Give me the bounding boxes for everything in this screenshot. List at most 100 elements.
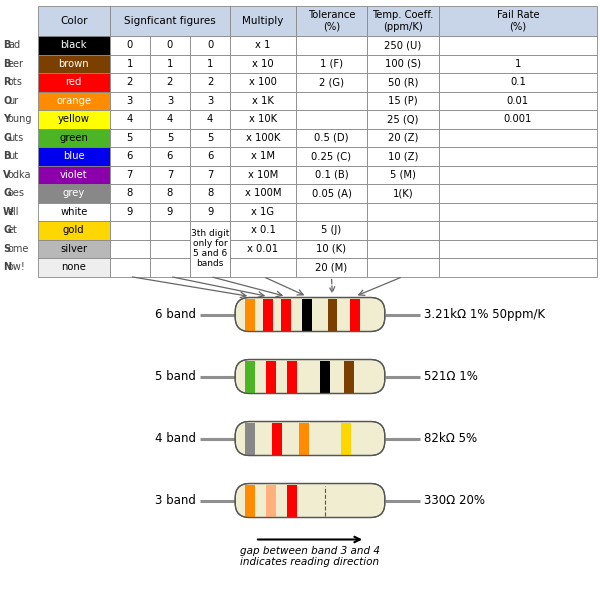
Bar <box>230 110 296 129</box>
Text: Signficant figures: Signficant figures <box>124 16 216 26</box>
Text: V: V <box>3 170 11 180</box>
Text: 0.01: 0.01 <box>507 96 529 106</box>
Text: B: B <box>3 40 10 50</box>
Bar <box>110 36 150 54</box>
Text: x 0.01: x 0.01 <box>247 244 278 254</box>
Text: red: red <box>65 77 82 87</box>
Bar <box>439 240 597 258</box>
Bar <box>296 73 367 91</box>
Text: green: green <box>59 133 88 143</box>
Text: 1 (F): 1 (F) <box>320 59 343 69</box>
Text: 4: 4 <box>127 114 133 124</box>
Text: 3.21kΩ 1% 50ppm/K: 3.21kΩ 1% 50ppm/K <box>424 308 545 321</box>
Bar <box>287 484 297 516</box>
Text: odka: odka <box>8 170 32 180</box>
Text: 0: 0 <box>207 40 213 50</box>
Bar <box>281 299 291 330</box>
Text: 9: 9 <box>167 206 173 217</box>
Bar <box>367 166 439 184</box>
Text: 5 band: 5 band <box>155 370 196 383</box>
Text: 1(K): 1(K) <box>393 188 413 198</box>
Text: 9: 9 <box>207 206 214 217</box>
Bar <box>110 258 150 277</box>
Text: x 1: x 1 <box>256 40 271 50</box>
Text: R: R <box>3 77 11 87</box>
Bar <box>230 147 296 166</box>
Bar <box>439 110 597 129</box>
Text: Temp. Coeff.
(ppm/K): Temp. Coeff. (ppm/K) <box>373 11 434 32</box>
FancyBboxPatch shape <box>235 421 385 455</box>
Bar <box>439 166 597 184</box>
Text: et: et <box>8 225 18 235</box>
FancyBboxPatch shape <box>235 359 385 394</box>
Text: 3: 3 <box>207 96 213 106</box>
Text: 25 (Q): 25 (Q) <box>388 114 419 124</box>
Bar <box>230 166 296 184</box>
Text: 5: 5 <box>207 133 214 143</box>
Text: 82kΩ 5%: 82kΩ 5% <box>424 432 477 445</box>
Text: uts: uts <box>8 133 23 143</box>
FancyBboxPatch shape <box>235 297 385 332</box>
Bar <box>439 73 597 91</box>
Bar <box>150 184 190 202</box>
Bar <box>38 147 110 166</box>
Text: G: G <box>3 133 11 143</box>
Bar <box>263 299 273 330</box>
Bar <box>110 147 150 166</box>
Text: 7: 7 <box>167 170 173 180</box>
Bar <box>110 240 150 258</box>
Text: x 10: x 10 <box>252 59 274 69</box>
Bar <box>367 258 439 277</box>
Text: yellow: yellow <box>58 114 90 124</box>
Bar <box>245 484 255 516</box>
Text: oes: oes <box>8 188 25 198</box>
Bar <box>38 166 110 184</box>
Text: 1: 1 <box>207 59 214 69</box>
Bar <box>296 184 367 202</box>
Text: 20 (M): 20 (M) <box>316 262 347 272</box>
Bar <box>150 129 190 147</box>
Bar <box>296 54 367 73</box>
Bar <box>367 110 439 129</box>
Bar <box>38 73 110 91</box>
Bar <box>38 240 110 258</box>
Bar <box>38 91 110 110</box>
Bar <box>296 240 367 258</box>
Text: 5: 5 <box>167 133 173 143</box>
Text: gap between band 3 and 4
indicates reading direction: gap between band 3 and 4 indicates readi… <box>240 546 380 567</box>
Text: 20 (Z): 20 (Z) <box>388 133 418 143</box>
Text: Fail Rate
(%): Fail Rate (%) <box>497 11 539 32</box>
Text: x 10M: x 10M <box>248 170 278 180</box>
Bar <box>344 360 354 392</box>
Text: 2: 2 <box>207 77 214 87</box>
Bar <box>38 202 110 221</box>
Bar <box>266 484 276 516</box>
Bar <box>230 73 296 91</box>
Bar <box>272 422 282 454</box>
Bar <box>367 184 439 202</box>
Bar <box>110 184 150 202</box>
Text: 1: 1 <box>167 59 173 69</box>
Text: x 1M: x 1M <box>251 151 275 161</box>
Bar <box>150 91 190 110</box>
Text: 0: 0 <box>167 40 173 50</box>
Bar <box>367 36 439 54</box>
Text: 6: 6 <box>167 151 173 161</box>
Text: 4: 4 <box>167 114 173 124</box>
Text: ur: ur <box>8 96 18 106</box>
Text: ell: ell <box>8 206 19 217</box>
Bar <box>190 110 230 129</box>
Bar <box>439 221 597 240</box>
Bar <box>230 240 296 258</box>
Bar <box>439 6 597 36</box>
Bar <box>190 129 230 147</box>
Bar <box>296 221 367 240</box>
Text: x 1G: x 1G <box>251 206 275 217</box>
Bar <box>230 221 296 240</box>
Text: 3th digit
only for
5 and 6
bands: 3th digit only for 5 and 6 bands <box>191 229 229 268</box>
Bar <box>320 360 330 392</box>
Text: 6 band: 6 band <box>155 308 196 321</box>
Bar <box>190 36 230 54</box>
Bar <box>150 54 190 73</box>
Bar <box>230 6 296 36</box>
